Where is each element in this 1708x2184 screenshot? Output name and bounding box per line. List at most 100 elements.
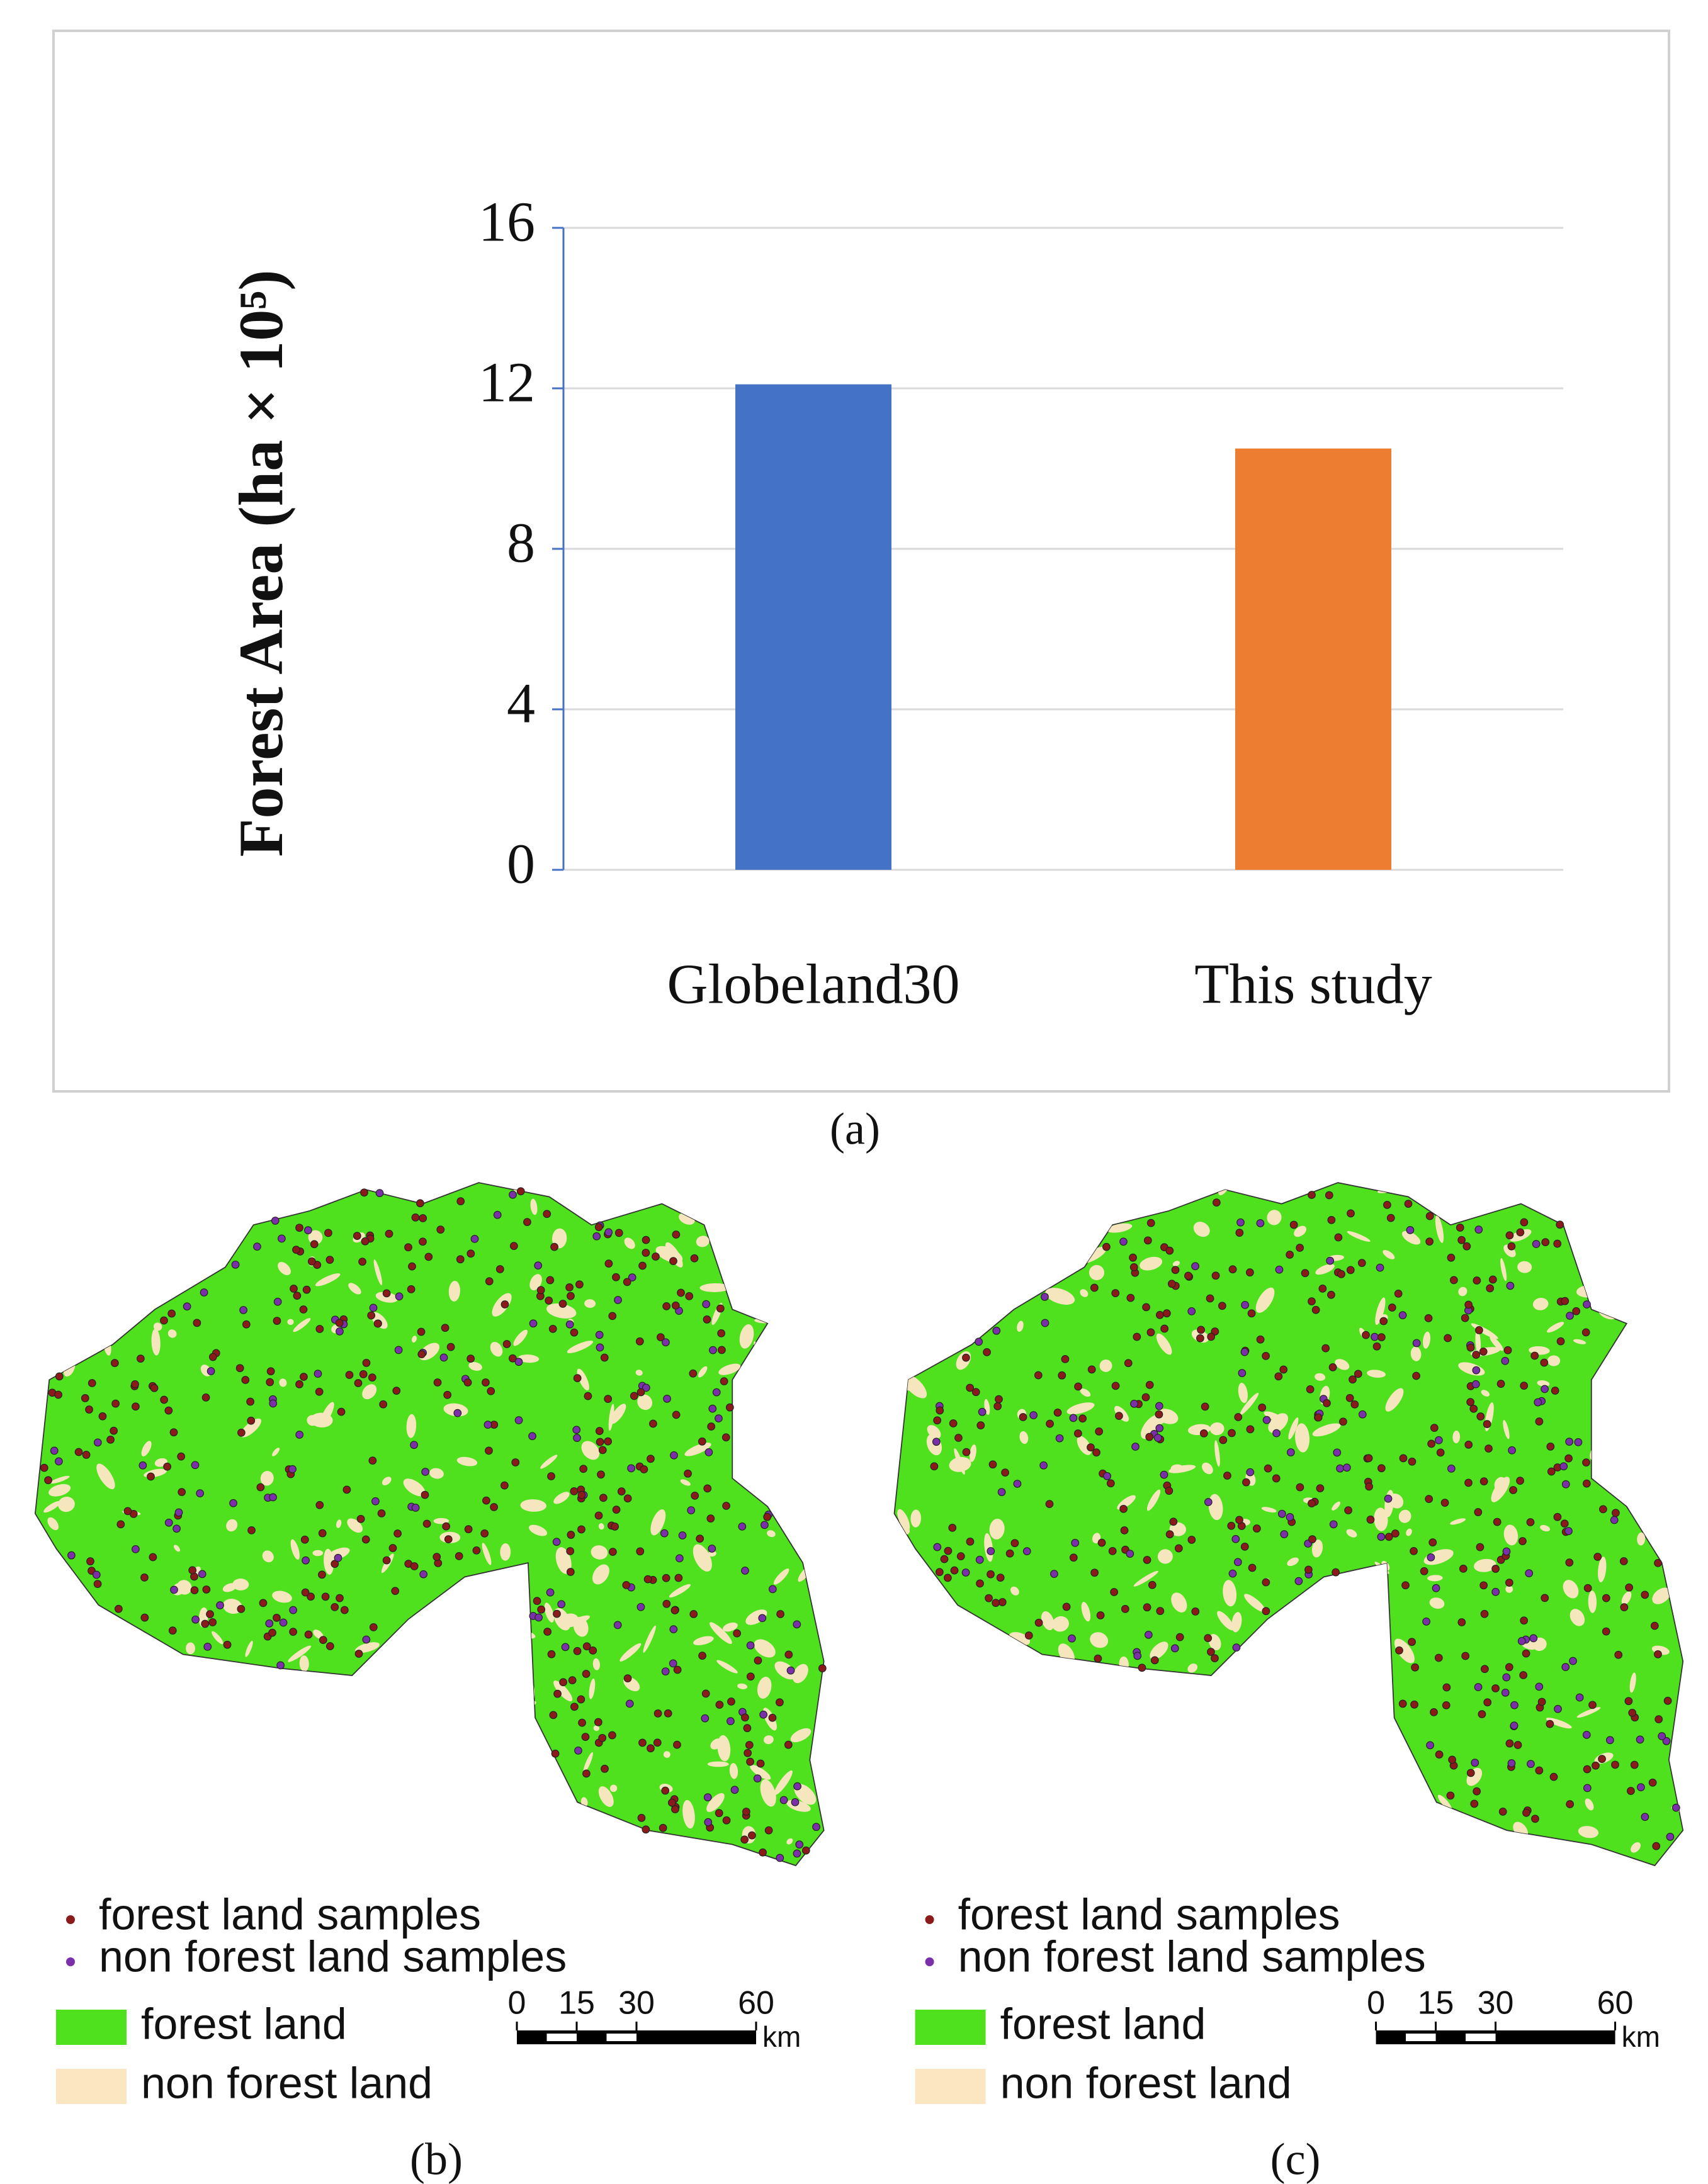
sample-dot bbox=[1318, 1285, 1327, 1293]
sample-dot bbox=[738, 1523, 747, 1531]
sample-dot bbox=[715, 1414, 723, 1422]
sample-dot bbox=[391, 1587, 400, 1596]
sample-dot bbox=[598, 1446, 607, 1455]
nonforest-patch bbox=[362, 1384, 377, 1400]
sample-dot bbox=[669, 1257, 677, 1265]
sample-dot bbox=[565, 1320, 574, 1329]
nonforest-patch bbox=[62, 1183, 77, 1197]
sample-dot bbox=[1520, 1616, 1529, 1625]
sample-dot bbox=[1531, 1815, 1539, 1823]
sample-dot bbox=[1435, 1750, 1444, 1759]
sample-dot bbox=[81, 1394, 89, 1402]
nonforest-patch bbox=[1209, 1422, 1224, 1436]
sample-dot bbox=[746, 1641, 755, 1650]
scale-label: 15 bbox=[1418, 1985, 1454, 2022]
sample-dot bbox=[1582, 1479, 1591, 1488]
sample-dot bbox=[301, 1588, 310, 1597]
sample-dot bbox=[1398, 1311, 1407, 1320]
sample-dot bbox=[1410, 1546, 1418, 1555]
sample-dot bbox=[295, 1431, 304, 1439]
nonforest-patch bbox=[609, 1784, 618, 1793]
nonforest-patch bbox=[894, 1687, 900, 1708]
sample-dot bbox=[1286, 1448, 1295, 1456]
sample-dot bbox=[85, 1405, 93, 1414]
sample-dot bbox=[392, 1387, 401, 1395]
sample-dot bbox=[597, 1470, 605, 1479]
sample-dot bbox=[674, 1573, 683, 1582]
nonforest-patch bbox=[1374, 1623, 1383, 1638]
sample-dot bbox=[753, 1774, 762, 1782]
nonforest-patch bbox=[1081, 1602, 1091, 1622]
nonforest-patch bbox=[1631, 1842, 1641, 1853]
y-tick-label: 12 bbox=[478, 352, 535, 414]
sample-dot bbox=[1296, 1244, 1304, 1252]
nonforest-patch bbox=[767, 1530, 776, 1538]
nonforest-patch bbox=[696, 1201, 723, 1216]
sample-dot bbox=[998, 1598, 1007, 1606]
nonforest-patch bbox=[1588, 1590, 1597, 1613]
sample-dot bbox=[433, 1553, 441, 1562]
nonforest-patch bbox=[517, 1354, 540, 1363]
nonforest-patch bbox=[327, 1716, 343, 1737]
sample-dot bbox=[1412, 1339, 1421, 1348]
sample-dot bbox=[627, 1464, 635, 1473]
sample-dot bbox=[140, 1613, 149, 1622]
sample-dot bbox=[637, 1813, 646, 1822]
sample-dot bbox=[362, 1635, 371, 1644]
sample-dot bbox=[690, 1254, 699, 1263]
sample-dot bbox=[1311, 1305, 1320, 1314]
legend-label: non forest land samples bbox=[958, 1932, 1426, 1981]
legend-label: forest land bbox=[141, 1999, 347, 2048]
nonforest-patch bbox=[1574, 1847, 1602, 1861]
nonforest-patch bbox=[610, 1404, 626, 1424]
nonforest-patch bbox=[1494, 1477, 1507, 1492]
sample-dot bbox=[746, 1757, 754, 1766]
sample-dot bbox=[1074, 1382, 1082, 1391]
sample-dot bbox=[1517, 1637, 1526, 1645]
sample-dot bbox=[1602, 1594, 1610, 1602]
sample-dot bbox=[501, 1481, 509, 1490]
sample-dot bbox=[1211, 1271, 1220, 1280]
sample-dot bbox=[625, 1699, 634, 1708]
nonforest-patch bbox=[946, 1784, 958, 1806]
nonforest-patch bbox=[1578, 1826, 1599, 1838]
sample-dot bbox=[975, 1337, 983, 1346]
sample-dot bbox=[1143, 1556, 1151, 1564]
nonforest-patch bbox=[567, 1341, 594, 1353]
sample-dot bbox=[139, 1461, 147, 1470]
nonforest-patch bbox=[1547, 1322, 1564, 1333]
sample-dot bbox=[1663, 1696, 1672, 1705]
nonforest-patch bbox=[911, 1686, 925, 1701]
sample-dot bbox=[419, 1570, 428, 1579]
nonforest-patch bbox=[1573, 1339, 1586, 1344]
sample-dot bbox=[746, 1672, 755, 1681]
legend-swatch bbox=[56, 2069, 127, 2104]
sample-dot bbox=[1345, 1393, 1354, 1402]
sample-dot bbox=[1197, 1326, 1205, 1334]
nonforest-patch bbox=[1367, 1370, 1386, 1378]
sample-dot bbox=[1401, 1581, 1410, 1590]
sample-dot bbox=[511, 1458, 520, 1466]
sample-dot bbox=[1344, 1506, 1352, 1515]
sample-dot bbox=[1071, 1539, 1080, 1547]
nonforest-patch bbox=[429, 1468, 444, 1479]
nonforest-patch bbox=[52, 1548, 59, 1578]
sample-dot bbox=[638, 1261, 647, 1270]
nonforest-patch bbox=[1148, 1183, 1162, 1210]
sample-dot bbox=[1614, 1650, 1623, 1659]
sample-dot bbox=[279, 1618, 288, 1627]
sample-dot bbox=[98, 1412, 107, 1421]
sample-dot bbox=[1422, 1617, 1430, 1626]
sample-dot bbox=[485, 1446, 493, 1455]
sample-dot bbox=[1141, 1393, 1150, 1402]
nonforest-patch bbox=[777, 1219, 789, 1227]
nonforest-patch bbox=[1423, 1331, 1430, 1349]
sample-dot bbox=[1119, 1504, 1128, 1513]
nonforest-patch bbox=[1490, 1336, 1503, 1351]
sample-dot bbox=[764, 1826, 773, 1835]
sample-dot bbox=[482, 1378, 490, 1387]
sample-dot bbox=[1199, 1429, 1208, 1438]
nonforest-patch bbox=[1287, 1557, 1299, 1567]
sample-dot bbox=[82, 1451, 91, 1459]
sample-dot bbox=[935, 1568, 944, 1577]
